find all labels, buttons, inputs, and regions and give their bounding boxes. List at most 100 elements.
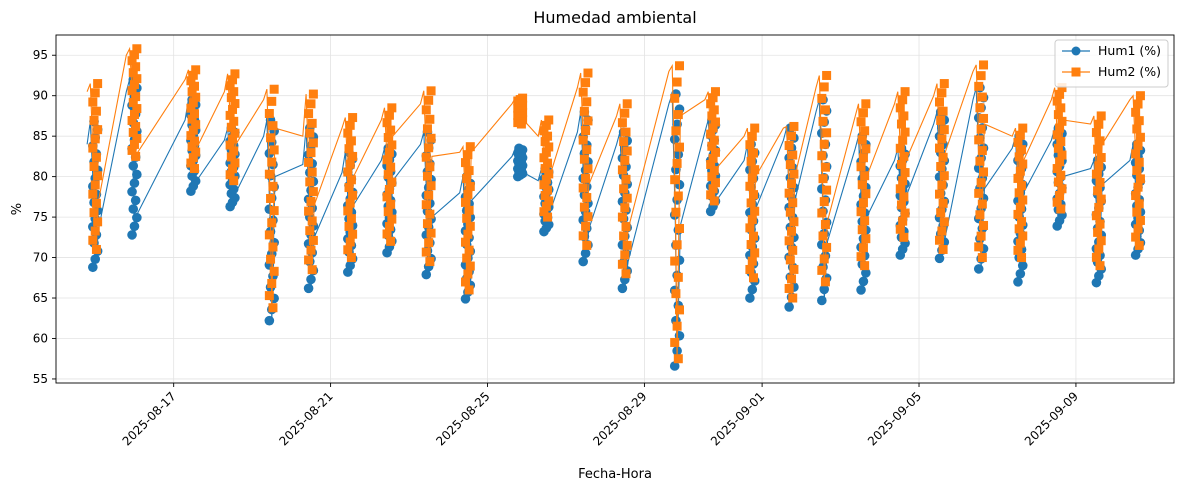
series-2-point <box>267 218 277 228</box>
series-2-point <box>91 106 101 116</box>
series-2-point <box>1052 130 1062 140</box>
series-2-point <box>787 274 797 284</box>
series-2-point <box>579 106 589 116</box>
series-2-point <box>346 214 356 224</box>
series-2-point <box>579 154 589 164</box>
series-2-point <box>857 225 867 235</box>
series-2-point <box>706 129 716 139</box>
series-2-point <box>543 212 553 222</box>
series-2-point <box>1135 215 1145 225</box>
series-2-point <box>425 257 435 267</box>
series-2-point <box>1053 110 1063 120</box>
series-1-point <box>128 161 139 171</box>
series-2-point <box>1134 199 1144 209</box>
series-1-point <box>306 274 316 285</box>
series-1-point <box>1015 268 1026 279</box>
series-1-point <box>747 284 758 295</box>
series-2-point <box>1096 111 1106 121</box>
series-2-point <box>1053 177 1063 187</box>
series-2-point <box>226 122 236 132</box>
series-2-point <box>1094 119 1104 129</box>
series-2-point <box>898 135 908 145</box>
series-2-point <box>1131 107 1141 117</box>
series-2-point <box>617 259 627 269</box>
series-2-point <box>187 142 197 152</box>
series-2-point <box>675 142 685 152</box>
series-2-point <box>818 116 828 126</box>
series-2-point <box>896 119 906 129</box>
series-2-point <box>938 244 948 254</box>
series-2-point <box>899 151 909 161</box>
series-2-point <box>229 116 239 126</box>
series-2-point <box>974 188 984 198</box>
series-2-point <box>671 207 681 217</box>
series-2-point <box>745 264 755 274</box>
series-2-point <box>541 120 551 130</box>
series-2-point <box>820 162 830 172</box>
series-2-point <box>936 115 946 125</box>
series-2-point <box>343 245 353 255</box>
series-2-point <box>784 188 794 198</box>
series-2-point <box>975 156 985 166</box>
series-2-point <box>1131 232 1141 242</box>
series-2-point <box>860 171 870 181</box>
series-2-point <box>935 97 945 107</box>
series-2-point <box>386 236 396 246</box>
series-2-point <box>424 95 434 105</box>
series-2-point <box>789 169 799 179</box>
series-2-point <box>544 196 554 206</box>
series-2-point <box>939 171 949 181</box>
series-2-point <box>306 245 316 255</box>
series-2-point <box>131 62 141 72</box>
series-2-point <box>788 150 798 160</box>
series-2-point <box>895 143 905 153</box>
series-2-point <box>462 174 472 184</box>
series-2-point <box>710 147 720 157</box>
series-2-point <box>819 254 829 264</box>
series-2-point <box>88 97 98 107</box>
legend-marker-hum2 <box>1071 67 1081 77</box>
series-2-point <box>189 109 199 119</box>
series-2-point <box>127 56 137 66</box>
series-2-point <box>541 174 551 184</box>
series-2-point <box>425 114 435 124</box>
series-2-point <box>541 201 551 211</box>
series-1-point <box>130 195 141 206</box>
series-2-point <box>708 123 718 133</box>
series-2-point <box>544 142 554 152</box>
series-2-point <box>264 169 274 179</box>
series-2-point <box>896 200 906 210</box>
series-2-point <box>672 240 682 250</box>
series-2-point <box>747 173 757 183</box>
series-2-point <box>543 158 553 168</box>
series-2-point <box>822 185 832 195</box>
series-2-point <box>93 171 103 181</box>
series-2-point <box>1095 136 1105 146</box>
series-2-point <box>129 50 139 60</box>
series-1-point <box>580 248 591 259</box>
series-1-point <box>669 134 680 145</box>
series-1-point <box>617 283 628 294</box>
series-2-point <box>937 180 947 190</box>
series-2-point <box>131 151 141 161</box>
series-2-point <box>675 61 685 71</box>
series-2-point <box>189 136 199 146</box>
series-2-point <box>191 120 201 130</box>
series-2-point <box>1052 96 1062 106</box>
series-2-point <box>1091 169 1101 179</box>
series-2-point <box>578 135 588 145</box>
series-2-point <box>671 289 681 299</box>
series-1-point <box>132 212 142 223</box>
series-2-point <box>129 80 139 90</box>
series-2-point <box>465 261 475 271</box>
series-2-point <box>88 143 98 153</box>
series-1-point <box>934 253 945 264</box>
series-2-point <box>619 184 629 194</box>
series-2-point <box>544 115 554 125</box>
series-2-point <box>131 121 141 131</box>
series-2-point <box>1094 161 1104 171</box>
series-2-point <box>583 116 593 126</box>
series-1-point <box>127 186 137 197</box>
series-2-point <box>1132 124 1142 134</box>
series-2-point <box>421 105 431 115</box>
